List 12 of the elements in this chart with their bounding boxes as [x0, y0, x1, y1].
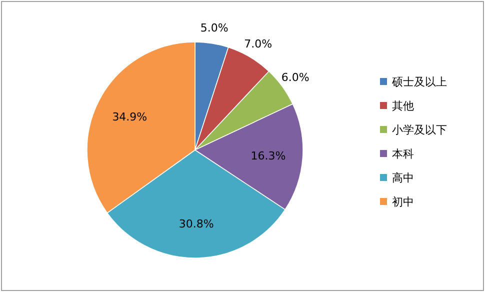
legend-label: 硕士及以上	[391, 76, 447, 88]
legend-label: 小学及以下	[392, 124, 447, 136]
legend-label: 初中	[392, 196, 414, 208]
data-label: 7.0%	[244, 37, 272, 50]
data-label: 6.0%	[281, 71, 310, 84]
data-label: 16.3%	[250, 149, 286, 162]
data-label: 34.9%	[112, 110, 148, 124]
data-label: 5.0%	[200, 22, 228, 35]
legend-label: 本科	[392, 148, 414, 160]
legend-label: 其他	[392, 100, 414, 112]
data-label: 30.8%	[178, 217, 214, 230]
legend-label: 高中	[392, 172, 414, 184]
